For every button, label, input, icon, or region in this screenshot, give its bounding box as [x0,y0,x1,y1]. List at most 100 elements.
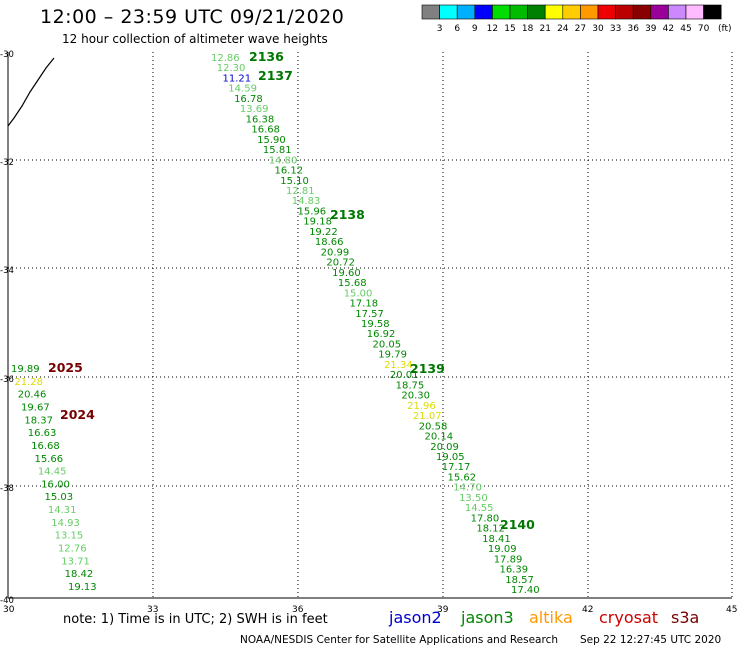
page-title: 12:00 – 23:59 UTC 09/21/2020 [40,6,345,28]
legend-label: 24 [557,24,569,34]
swh-value: 16.00 [41,479,70,490]
swh-value: 19.60 [332,268,361,279]
y-tick-label: -30 [0,50,14,60]
legend-label: 45 [680,24,691,34]
legend-label: 12 [487,24,498,34]
swh-value: 14.31 [48,505,77,516]
swh-value: 11.21 [223,73,252,84]
swh-value: 18.12 [476,524,505,535]
swh-value: 18.75 [396,380,425,391]
swh-value: 16.63 [28,428,57,439]
swh-value: 16.92 [367,329,396,340]
swh-value: 16.39 [499,565,528,576]
timestamp-text: Sep 22 12:27:45 UTC 2020 [580,634,722,646]
swh-value: 19.79 [378,350,407,361]
satellite-jason3: jason3 [461,608,514,627]
swh-value: 15.10 [280,176,309,187]
y-tick-label: -34 [0,266,14,276]
swh-value: 20.58 [419,421,448,432]
swh-value: 16.68 [31,441,60,452]
swh-value: 20.01 [390,370,419,381]
swh-value: 19.13 [68,582,97,593]
satellite-cryosat: cryosat [599,608,659,627]
x-tick-label: 33 [147,605,158,615]
swh-value: 18.41 [482,534,511,545]
track-time-label: 2137 [258,68,293,83]
satellite-s3a: s3a [671,608,700,627]
x-tick-label: 45 [726,605,737,615]
swh-value: 13.71 [61,556,90,567]
swh-value: 12.30 [217,63,246,74]
swh-value: 20.30 [401,391,430,402]
legend-label: 39 [645,24,657,34]
swh-value: 14.59 [228,84,257,95]
track-time-label: 2140 [500,517,535,532]
legend-label: 27 [575,24,586,34]
swh-value: 15.81 [263,145,292,156]
swh-value: 18.37 [24,415,53,426]
swh-value: 19.89 [11,364,40,375]
swh-value: 19.09 [488,544,517,555]
swh-value: 17.18 [349,299,378,310]
legend-label: 21 [539,24,550,34]
legend-unit: (ft) [718,24,732,34]
swh-value: 15.00 [344,288,373,299]
satellite-jason2: jason2 [389,608,442,627]
x-tick-label: 30 [3,605,15,615]
swh-value: 19.22 [309,227,338,238]
swh-value: 15.66 [34,454,63,465]
track-time-label: 2138 [330,207,365,222]
legend-label: 15 [504,24,515,34]
satellite-altika: altika [529,608,573,627]
swh-value: 20.99 [321,247,350,258]
swh-value: 16.38 [246,114,275,125]
legend-label: 9 [472,24,478,34]
swh-value: 17.40 [511,585,540,596]
credit-text: NOAA/NESDIS Center for Satellite Applica… [240,634,558,646]
swh-value: 12.81 [286,186,315,197]
swh-value: 18.66 [315,237,344,248]
swh-value: 21.96 [407,401,436,412]
x-tick-label: 39 [437,605,449,615]
coastline [7,57,55,127]
legend-label: 42 [663,24,674,34]
swh-value: 13.69 [240,104,269,115]
footer-note: note: 1) Time is in UTC; 2) SWH is in fe… [63,612,328,627]
swh-value: 21.07 [413,411,442,422]
swh-value: 15.03 [45,492,74,503]
y-tick-label: -36 [0,375,14,385]
legend-label: 6 [454,24,460,34]
swh-value: 21.28 [14,377,43,388]
track-time-label: 2139 [410,361,445,376]
swh-value: 16.12 [274,166,303,177]
swh-value: 20.72 [326,258,355,269]
swh-value: 15.96 [298,206,327,217]
track-time-label: 2136 [249,49,284,64]
swh-value: 19.67 [21,402,50,413]
swh-value: 16.68 [251,125,280,136]
swh-value: 19.58 [361,319,390,330]
swh-value: 17.89 [494,554,523,565]
swh-value: 20.05 [373,339,402,350]
swh-value: 17.57 [355,309,384,320]
y-tick-label: -32 [0,158,14,168]
x-tick-label: 42 [582,605,593,615]
swh-value: 16.78 [234,94,263,105]
page-subtitle: 12 hour collection of altimeter wave hei… [62,32,328,46]
swh-value: 14.80 [269,155,298,166]
swh-value: 15.68 [338,278,367,289]
track-time-label: 2025 [48,360,83,375]
swh-value: 18.57 [505,575,534,586]
swh-value: 14.83 [292,196,321,207]
swh-value: 15.90 [257,135,286,146]
swh-value: 12.76 [58,544,87,555]
swh-value: 21.34 [384,360,413,371]
legend-label: 30 [592,24,604,34]
y-tick-label: -38 [0,484,14,494]
swh-value: 17.17 [442,462,471,473]
legend-label: 18 [522,24,534,34]
swh-value: 18.42 [65,569,94,580]
legend-swatch [703,4,722,20]
legend-label: 36 [627,24,639,34]
